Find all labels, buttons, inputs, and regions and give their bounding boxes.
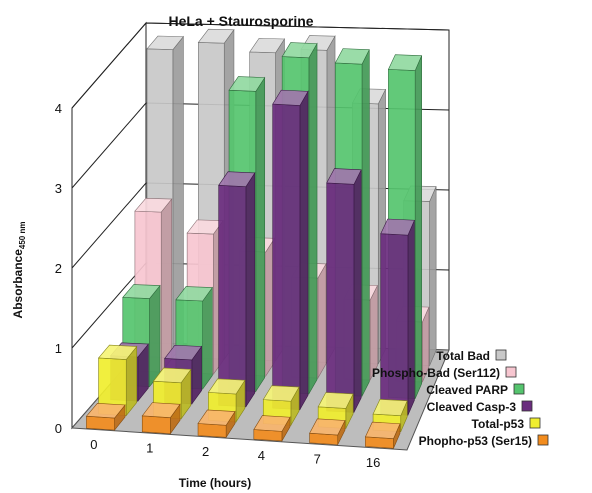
bar-front (326, 182, 355, 413)
x-tick-label: 7 (314, 452, 321, 467)
bar-side (255, 76, 266, 393)
x-tick-label: 0 (90, 437, 97, 452)
bar-top (272, 89, 309, 106)
bar (309, 418, 346, 445)
bar-top (175, 286, 213, 302)
legend-swatch (505, 366, 517, 378)
bar-top (262, 385, 300, 402)
bar-top (309, 418, 346, 436)
legend-label: Cleaved PARP (426, 383, 508, 397)
bar-side (149, 284, 161, 388)
legend-entry: Total-p53 (472, 417, 541, 431)
bar-top (122, 284, 161, 299)
chart-ticks: 0 1 2 3 4 0 1 2 4 7 16 (55, 101, 381, 470)
bar-front (86, 415, 115, 431)
gridline (71, 22, 450, 109)
bar-top (364, 421, 401, 439)
legend-label: Phopho-p53 (Ser15) (419, 434, 532, 448)
bar-top (218, 171, 256, 188)
bar (97, 344, 138, 417)
legend-swatch (537, 434, 549, 446)
y-tick-label: 1 (55, 341, 62, 356)
bar-side (245, 171, 256, 408)
bar-side (429, 186, 437, 366)
bar-top (152, 367, 192, 384)
bar-top (249, 38, 286, 54)
bar-top (141, 402, 181, 418)
bar-side (308, 42, 318, 395)
bar-side (414, 55, 422, 399)
bar-top (134, 197, 173, 213)
legend-swatch (521, 400, 533, 412)
chart-legend: Total Bad Phospho-Bad (Ser112) Cleaved PAR… (372, 349, 549, 448)
bar-top (197, 28, 235, 44)
bar-front (197, 423, 227, 438)
bar-side (317, 262, 327, 380)
bar-front (380, 233, 409, 416)
bar-top (207, 378, 246, 395)
bar-top (164, 344, 203, 361)
bar-side (202, 286, 213, 390)
bar-top (380, 218, 415, 236)
y-axis-label-subscript: 450 nm (18, 222, 27, 250)
x-tick-label: 1 (146, 441, 153, 456)
bar (380, 218, 415, 416)
x-axis-label: Time (hours) (179, 476, 251, 490)
bar-top (387, 54, 423, 71)
bar-front (141, 415, 171, 434)
x-tick-label: 16 (366, 455, 380, 470)
bar-top (317, 392, 354, 409)
bar-side (160, 198, 173, 373)
bar-top (326, 168, 362, 185)
bar (326, 168, 362, 413)
x-tick-label: 2 (202, 444, 209, 459)
legend-entry: Phopho-p53 (Ser15) (419, 434, 549, 448)
bar (364, 421, 401, 449)
y-tick-label: 2 (55, 261, 62, 276)
bar-top (197, 409, 236, 426)
bar-top (334, 48, 370, 65)
bar-top (281, 42, 318, 59)
legend-label: Phospho-Bad (Ser112) (372, 366, 500, 380)
chart-bars (85, 28, 437, 449)
bar (85, 403, 126, 431)
bar (272, 89, 309, 411)
y-axis-label-main: Absorbance (11, 249, 25, 319)
bar (218, 171, 256, 408)
y-axis-label: Absorbance450 nm (11, 222, 27, 319)
bar-top (85, 403, 126, 419)
legend-swatch (513, 383, 525, 395)
legend-label: Total-p53 (472, 417, 525, 431)
bar (253, 415, 291, 443)
y-tick-label: 0 (55, 421, 62, 436)
x-tick-label: 4 (258, 448, 265, 463)
legend-swatch (495, 349, 507, 361)
bar-side (407, 220, 415, 416)
legend-entry: Cleaved Casp-3 (427, 400, 533, 414)
legend-entry: Cleaved PARP (426, 383, 525, 397)
legend-label: Cleaved Casp-3 (427, 400, 517, 414)
bar-front (218, 184, 247, 408)
bar-side (353, 169, 362, 413)
chart-title: HeLa + Staurosporine (168, 13, 313, 29)
bar-side (299, 90, 309, 411)
legend-swatch (529, 417, 541, 429)
bar (197, 409, 236, 439)
bar-top (97, 344, 138, 360)
bar-top (253, 415, 291, 432)
bar-top (146, 35, 185, 50)
bar (141, 402, 181, 435)
bar-side (361, 49, 370, 397)
bar-top (228, 76, 266, 92)
legend-entry: Phospho-Bad (Ser112) (372, 366, 517, 380)
y-tick-label: 3 (55, 181, 62, 196)
bar-front (272, 103, 301, 410)
legend-label: Total Bad (436, 349, 490, 363)
y-tick-label: 4 (55, 101, 62, 116)
bar-top (372, 399, 408, 417)
legend-entry: Total Bad (436, 349, 507, 363)
